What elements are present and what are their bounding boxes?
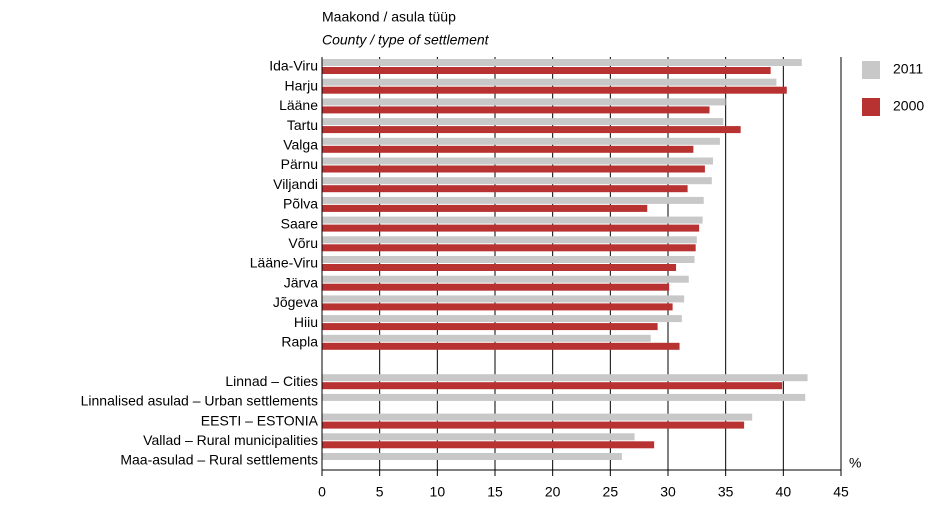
x-tick-label: 5 xyxy=(376,484,384,500)
y-tick-label: Valga xyxy=(283,137,318,153)
y-tick-label: Võru xyxy=(288,235,318,251)
bar xyxy=(322,256,695,263)
y-tick-label: Tartu xyxy=(287,117,318,133)
y-tick-label: EESTI – ESTONIA xyxy=(201,412,319,428)
bar xyxy=(322,98,726,106)
bar xyxy=(322,275,689,283)
y-tick-label: Vallad – Rural municipalities xyxy=(143,432,318,448)
y-tick-label: Linnad – Cities xyxy=(225,373,318,389)
y-tick-label: Jõgeva xyxy=(273,294,318,310)
bar xyxy=(322,204,648,212)
bar xyxy=(322,118,724,126)
x-unit: % xyxy=(849,455,861,471)
x-tick-label: 10 xyxy=(430,484,446,500)
bar xyxy=(322,126,741,134)
bar xyxy=(322,413,753,421)
axis-title: Maakond / asula tüüp xyxy=(322,9,456,25)
bar xyxy=(322,106,710,114)
bar xyxy=(322,433,635,441)
x-tick-label: 30 xyxy=(660,484,676,500)
x-tick-label: 15 xyxy=(487,484,503,500)
bar xyxy=(322,137,720,145)
y-tick-label: Järva xyxy=(284,274,318,290)
bar xyxy=(322,59,802,66)
legend-label: 2011 xyxy=(893,61,923,77)
y-tick-label: Ida-Viru xyxy=(269,58,318,74)
bar xyxy=(322,283,670,291)
legend-swatch xyxy=(862,61,880,79)
bar xyxy=(322,374,808,382)
bar xyxy=(322,86,787,94)
bar xyxy=(322,145,694,153)
bar xyxy=(322,185,688,193)
y-tick-label: Hiiu xyxy=(294,314,318,330)
bar xyxy=(322,421,745,429)
bar xyxy=(322,334,651,342)
y-tick-label: Lääne-Viru xyxy=(250,255,318,271)
bar xyxy=(322,264,677,271)
y-tick-label: Lääne xyxy=(279,97,318,113)
x-tick-label: 20 xyxy=(545,484,561,500)
y-tick-label: Rapla xyxy=(281,334,318,350)
bar xyxy=(322,441,655,449)
bar xyxy=(322,177,712,185)
bar xyxy=(322,303,673,311)
x-tick-label: 35 xyxy=(718,484,734,500)
bar xyxy=(322,315,682,323)
legend-swatch xyxy=(862,98,880,116)
bar xyxy=(322,78,777,86)
y-tick-label: Saare xyxy=(281,215,319,231)
x-tick-label: 25 xyxy=(603,484,619,500)
x-tick-label: 45 xyxy=(833,484,849,500)
y-tick-label: Linnalised asulad – Urban settlements xyxy=(81,393,318,409)
bar xyxy=(322,323,658,331)
axis-subtitle: County / type of settlement xyxy=(322,32,490,48)
y-tick-label: Pärnu xyxy=(281,156,318,172)
bar xyxy=(322,342,680,350)
y-tick-label: Viljandi xyxy=(273,176,318,192)
y-tick-label: Maa-asulad – Rural settlements xyxy=(120,452,318,468)
bar xyxy=(322,453,622,460)
bar xyxy=(322,196,704,204)
bar xyxy=(322,157,713,165)
bar xyxy=(322,244,696,252)
x-tick-label: 40 xyxy=(776,484,792,500)
y-tick-label: Põlva xyxy=(283,196,318,212)
y-tick-label: Harju xyxy=(285,77,318,93)
legend-label: 2000 xyxy=(893,98,924,114)
x-tick-label: 0 xyxy=(318,484,326,500)
bar xyxy=(322,295,685,303)
bar xyxy=(322,224,700,232)
bar xyxy=(322,382,783,390)
bar xyxy=(322,165,705,173)
bar xyxy=(322,236,697,244)
bar xyxy=(322,393,806,401)
bar xyxy=(322,67,771,74)
bar xyxy=(322,216,703,224)
